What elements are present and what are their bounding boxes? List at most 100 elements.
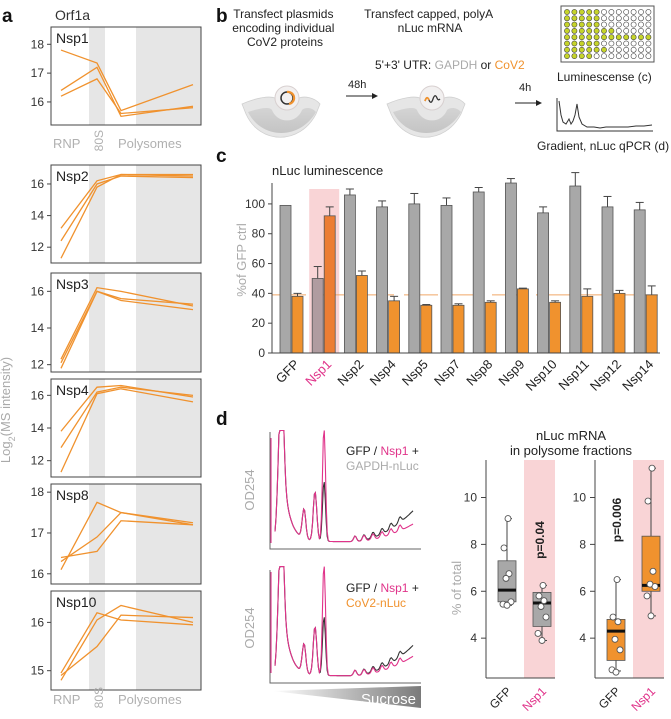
data-point bbox=[504, 515, 512, 523]
y-tick-label: 8 bbox=[579, 537, 586, 551]
subplot-nsp2: 12 14 16 Nsp2 bbox=[31, 164, 202, 264]
plate-well bbox=[571, 34, 578, 41]
plate-well bbox=[593, 53, 600, 59]
plate-well bbox=[630, 34, 637, 41]
plate-well bbox=[578, 21, 585, 28]
data-point bbox=[539, 581, 547, 589]
96-well-plate-icon bbox=[560, 5, 655, 63]
x-tick-label: Nsp1 bbox=[519, 684, 549, 714]
sucrose-gradient-wedge: Sucrose bbox=[272, 686, 421, 708]
plate-well bbox=[564, 40, 570, 47]
subplot-nsp10: 15 16 Nsp10 bbox=[31, 590, 202, 691]
y-tick-label: 60 bbox=[252, 257, 266, 271]
bar-nsp2-gapdh bbox=[343, 194, 356, 354]
bar-nsp9-gapdh bbox=[504, 182, 517, 354]
trace2-legend-reporter: CoV2-nLuc bbox=[346, 596, 406, 610]
line-series-3 bbox=[60, 614, 194, 677]
line-series-1 bbox=[60, 49, 194, 112]
arrow-right-icon bbox=[515, 100, 542, 106]
plate-well bbox=[645, 34, 652, 41]
y-tick-label: 4 bbox=[579, 631, 586, 645]
data-point bbox=[537, 603, 545, 610]
sucrose-label: Sucrose bbox=[361, 691, 416, 708]
bar-nsp8-gapdh bbox=[472, 191, 485, 354]
data-point bbox=[644, 497, 652, 505]
plate-well bbox=[571, 40, 578, 47]
line-series-3 bbox=[60, 78, 194, 115]
plate-well bbox=[645, 27, 652, 34]
bar-nsp4-gapdh bbox=[376, 206, 389, 354]
subplot-title: Nsp1 bbox=[56, 30, 89, 46]
subplot-nsp1: 16 17 18 Nsp1 bbox=[31, 26, 202, 126]
plate-well bbox=[638, 9, 644, 15]
p-value-label: p=0.006 bbox=[610, 497, 624, 542]
y-tick-label: 12 bbox=[31, 454, 45, 468]
plot-frame bbox=[50, 26, 202, 126]
plate-well bbox=[564, 9, 570, 15]
plate-well bbox=[578, 40, 585, 47]
region-polysomes-shade bbox=[136, 484, 201, 584]
bar-gfp-gapdh bbox=[279, 204, 292, 354]
plate-well bbox=[630, 46, 637, 53]
x-tick-label: Nsp7 bbox=[431, 357, 463, 389]
panel-c-bar-chart: nLuc luminescence %of GFP ctrl GFP Nsp1 Ns… bbox=[234, 163, 660, 394]
line-series-3 bbox=[60, 173, 193, 259]
plate-well bbox=[601, 40, 607, 47]
panel-letter-a: a bbox=[2, 6, 13, 27]
plate-well bbox=[645, 46, 652, 53]
plate-well bbox=[586, 40, 593, 47]
trace-nsp1-gapdh bbox=[270, 429, 414, 543]
xlabel-rnp-bottom: RNP bbox=[53, 692, 80, 707]
plate-well bbox=[638, 40, 644, 47]
y-tick-label: 12 bbox=[31, 358, 45, 372]
plate-well bbox=[601, 46, 607, 53]
plate-well bbox=[586, 9, 593, 15]
x-tick-label: Nsp10 bbox=[523, 357, 560, 394]
plate-well bbox=[615, 34, 622, 41]
data-point bbox=[649, 567, 657, 575]
plate-well bbox=[593, 34, 600, 41]
data-point bbox=[502, 574, 510, 582]
plate-well bbox=[608, 15, 615, 22]
line-series-1 bbox=[60, 173, 194, 229]
data-point bbox=[534, 630, 542, 637]
x-tick-label: Nsp11 bbox=[555, 357, 592, 394]
plate-well bbox=[615, 9, 622, 15]
data-point bbox=[540, 597, 548, 605]
plate-well bbox=[623, 9, 630, 15]
plate-well bbox=[630, 27, 637, 34]
bar-nsp1-gapdh bbox=[311, 278, 324, 354]
plate-well bbox=[571, 46, 578, 53]
bar-nsp5-cov2 bbox=[420, 304, 433, 354]
plate-well bbox=[630, 53, 637, 59]
subplot-nsp4: 12 14 16 Nsp4 bbox=[31, 378, 202, 478]
plate-well bbox=[645, 53, 652, 59]
y-tick-label: 14 bbox=[31, 209, 45, 223]
y-tick-label: 10 bbox=[573, 491, 587, 505]
trace1-legend-line1: GFP / Nsp1 + bbox=[346, 444, 419, 458]
y-tick-label: 15 bbox=[31, 664, 45, 678]
plate-well bbox=[571, 15, 578, 22]
panel-letter-c: c bbox=[216, 146, 227, 167]
plate-well bbox=[578, 27, 585, 34]
plate-well bbox=[593, 40, 600, 47]
y-tick-label: 6 bbox=[470, 584, 477, 598]
plate-well bbox=[578, 34, 585, 41]
region-polysomes-shade bbox=[136, 591, 201, 690]
plate-well bbox=[586, 53, 593, 59]
bar-nsp8-cov2 bbox=[484, 301, 497, 354]
box-nsp1 bbox=[641, 535, 661, 592]
od254-trace-plot-cov2: OD254 GFP / Nsp1 + CoV2-nLuc bbox=[242, 566, 421, 684]
boxplot-group-cov2: 4 6 8 10 GFP Nsp1 p=0.006 bbox=[573, 460, 664, 714]
data-point bbox=[611, 635, 619, 643]
bar-nsp14-gapdh bbox=[633, 209, 646, 354]
plate-well bbox=[608, 46, 615, 53]
y-tick-label: 40 bbox=[252, 286, 266, 300]
cell-with-plasmid-icon bbox=[274, 85, 300, 111]
bar-nsp11-cov2 bbox=[581, 295, 594, 354]
line-series-2 bbox=[60, 511, 194, 563]
y-tick-label: 4 bbox=[470, 631, 477, 645]
plate-well bbox=[578, 46, 585, 53]
line-series-1 bbox=[60, 611, 194, 674]
arrow1-label: 48h bbox=[348, 79, 366, 91]
